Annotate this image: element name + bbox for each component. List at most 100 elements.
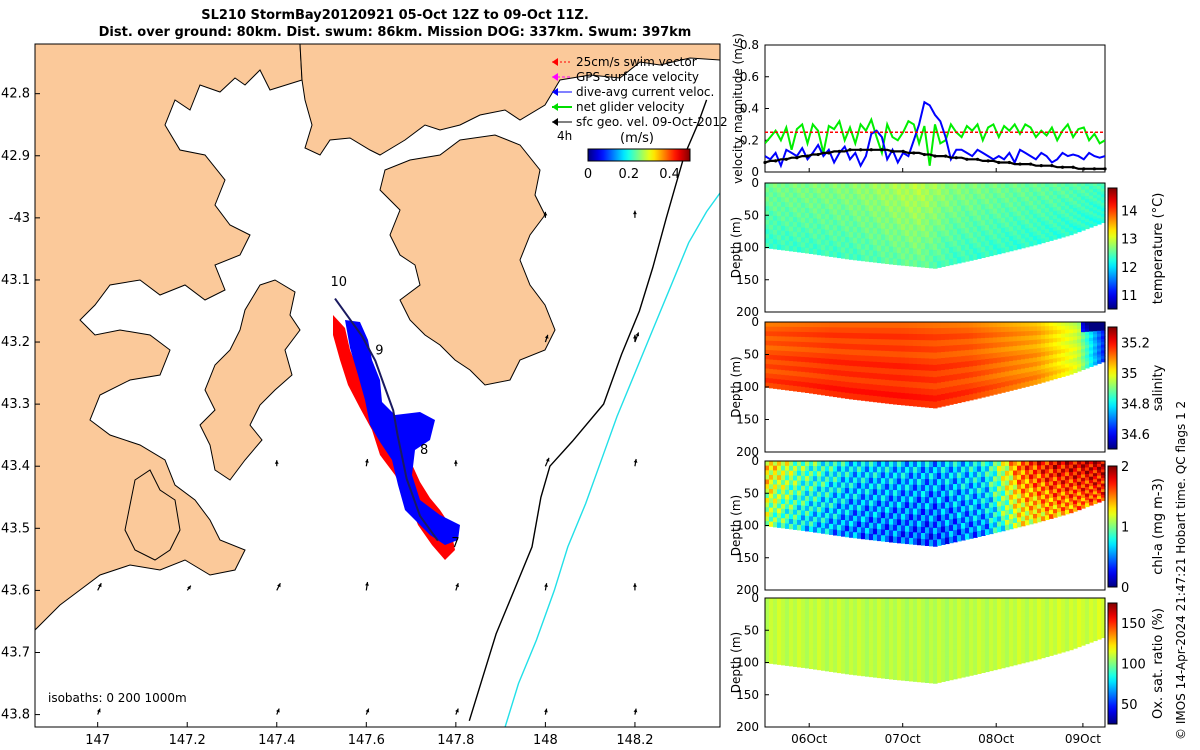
section-cell	[929, 527, 934, 535]
section-cell	[817, 352, 822, 359]
section-cell	[905, 369, 910, 377]
section-cell	[933, 195, 938, 202]
section-cell	[881, 466, 886, 474]
section-cell	[1085, 467, 1090, 472]
section-cell	[1065, 605, 1070, 610]
section-cell	[853, 482, 858, 489]
section-cell	[781, 379, 786, 386]
section-cell	[965, 389, 970, 396]
section-cell	[877, 660, 882, 667]
section-cell	[1049, 630, 1054, 636]
section-cell	[1049, 195, 1054, 200]
section-cell	[1073, 493, 1078, 498]
section-cell	[961, 322, 966, 329]
section-cell	[893, 609, 898, 617]
section-cell	[1049, 350, 1054, 356]
section-cell	[845, 625, 850, 632]
section-cell	[1041, 225, 1046, 231]
velocity-geo-point	[1039, 164, 1043, 168]
section-cell	[793, 500, 798, 506]
section-cell	[797, 183, 802, 189]
section-cell	[821, 623, 826, 630]
section-cell	[953, 621, 958, 628]
section-cell	[1017, 336, 1022, 342]
section-cell	[977, 236, 982, 243]
section-cell	[825, 649, 830, 656]
section-cell	[821, 327, 826, 333]
section-cell	[901, 345, 906, 353]
section-cell	[865, 477, 870, 484]
section-cell	[809, 466, 814, 472]
section-cell	[865, 366, 870, 374]
section-cell	[989, 358, 994, 365]
section-cell	[897, 621, 902, 628]
section-cell	[945, 236, 950, 243]
section-cell	[1061, 644, 1066, 649]
section-cell	[977, 598, 982, 604]
section-cell	[817, 527, 822, 534]
section-cell	[1097, 200, 1102, 205]
section-cell	[869, 227, 874, 235]
section-cell	[985, 235, 990, 242]
section-cell	[785, 322, 790, 328]
section-cell	[949, 632, 954, 640]
section-cell	[793, 475, 798, 482]
section-cell	[909, 248, 914, 255]
section-cell	[889, 183, 894, 190]
section-cell	[1053, 338, 1058, 343]
section-cell	[801, 505, 806, 512]
section-cell	[949, 386, 954, 394]
section-cell	[1061, 233, 1066, 238]
velocity-geo-point	[986, 159, 990, 163]
section-cell	[977, 630, 982, 637]
section-cell	[1081, 325, 1086, 330]
section-cell	[1101, 350, 1106, 354]
section-cell	[925, 634, 930, 641]
section-cell	[917, 183, 922, 190]
section-cell	[1065, 498, 1070, 504]
section-cell	[1097, 194, 1102, 199]
section-cell	[1033, 200, 1038, 206]
section-cell	[1101, 324, 1106, 329]
section-cell	[913, 627, 918, 635]
section-cell	[941, 526, 946, 534]
section-cell	[941, 200, 946, 208]
section-cell	[1045, 494, 1050, 500]
section-cell	[817, 608, 822, 614]
section-cell	[1041, 602, 1046, 608]
section-cell	[805, 475, 810, 482]
section-cell	[805, 217, 810, 224]
section-cell	[1093, 189, 1098, 193]
section-cell	[1037, 487, 1042, 492]
section-cell	[1097, 218, 1102, 222]
section-cell	[869, 642, 874, 650]
section-cell	[1013, 489, 1018, 495]
section-cell	[917, 346, 922, 353]
section-cell	[1009, 612, 1014, 618]
section-cell	[881, 240, 886, 247]
section-cell	[1061, 221, 1066, 226]
section-cell	[941, 394, 946, 401]
section-cell	[961, 245, 966, 252]
section-cell	[909, 669, 914, 676]
section-cell	[889, 667, 894, 674]
section-cell	[777, 635, 782, 642]
section-cell	[813, 388, 818, 395]
section-cell	[1077, 335, 1082, 341]
section-cell	[849, 466, 854, 473]
section-cell	[1085, 474, 1090, 478]
section-cell	[1053, 650, 1058, 655]
section-cell	[917, 334, 922, 341]
section-cell	[833, 645, 838, 652]
section-cell	[1077, 601, 1082, 606]
section-cell	[909, 230, 914, 237]
map-colorbar-label: (m/s)	[620, 131, 654, 146]
section-cell	[1025, 643, 1030, 649]
section-cell	[793, 366, 798, 372]
section-cell	[777, 645, 782, 651]
section-cell	[781, 341, 786, 347]
section-cell	[933, 497, 938, 505]
section-cell	[969, 516, 974, 523]
section-cell	[957, 373, 962, 381]
section-cell	[773, 322, 778, 328]
